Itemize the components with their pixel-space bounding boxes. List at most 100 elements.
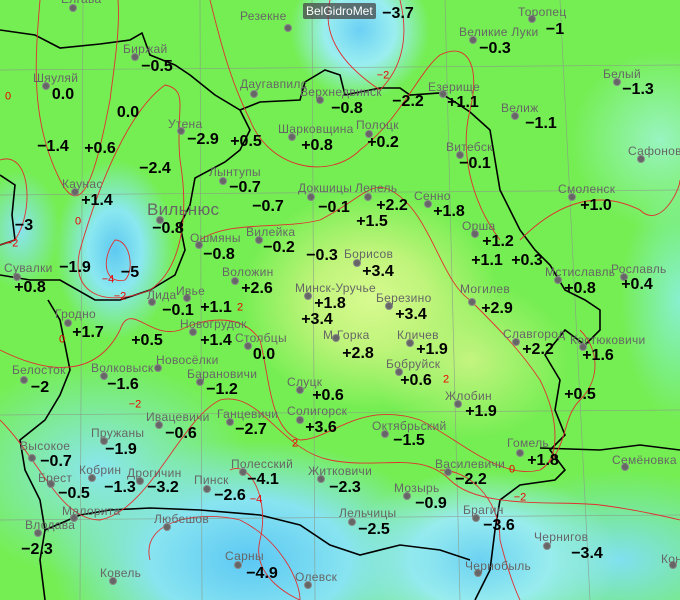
- city-marker: [304, 292, 312, 300]
- city-label: Борисов: [344, 247, 394, 261]
- city-label: Могилев: [460, 282, 511, 296]
- city-label: Житковичи: [308, 464, 373, 478]
- temperature-value: −0.5: [141, 58, 173, 75]
- city-marker: [353, 259, 361, 267]
- city-label: Торопец: [518, 5, 567, 19]
- city-marker: [219, 177, 227, 185]
- temperature-value: −2.3: [329, 479, 361, 496]
- city-label: Сенно: [414, 189, 451, 203]
- city-label: Василевичи: [435, 457, 506, 471]
- city-label: Солигорск: [287, 404, 348, 418]
- city-label: Рославль: [611, 262, 667, 276]
- city-marker: [239, 468, 247, 476]
- city-label: Кобрин: [79, 463, 122, 477]
- temperature-value: +3.6: [305, 419, 337, 436]
- temperature-value: −3.2: [147, 479, 179, 496]
- city-label: Вилейка: [246, 225, 296, 239]
- city-marker: [136, 477, 144, 485]
- temperature-value: +2.9: [481, 300, 513, 317]
- temperature-value: +1.4: [200, 332, 232, 349]
- temperature-value: −2.2: [455, 471, 487, 488]
- city-label: Утена: [168, 117, 203, 131]
- temperature-value: −4.9: [246, 565, 278, 582]
- city-label: Шяуляй: [33, 71, 79, 85]
- city-label: Лида: [147, 288, 177, 302]
- isoline-label: −2: [128, 398, 142, 411]
- city-label: Воложин: [222, 265, 274, 279]
- city-marker: [231, 277, 239, 285]
- city-label: Ивацевичи: [146, 410, 210, 424]
- city-marker: [543, 542, 551, 550]
- city-label: Велиж: [501, 101, 539, 115]
- city-label: Ошмяны: [190, 231, 241, 245]
- city-marker: [395, 368, 403, 376]
- city-marker: [148, 298, 156, 306]
- temperature-value: +3.4: [362, 263, 394, 280]
- temperature-value: −0.9: [415, 495, 447, 512]
- temperature-value: −2.3: [21, 541, 53, 558]
- temperature-value: +0.8: [564, 280, 596, 297]
- city-marker: [381, 430, 389, 438]
- city-label: Гомель: [507, 436, 549, 450]
- city-label: Орша: [462, 219, 496, 233]
- city-label: Докшицы: [298, 181, 353, 195]
- city-label: Чернигов: [534, 530, 589, 544]
- temperature-value: +0.8: [301, 137, 333, 154]
- temperature-value: −2.5: [358, 521, 390, 538]
- city-label: Езерище: [428, 80, 480, 94]
- temperature-value: −0.2: [263, 239, 295, 256]
- city-label: Малорита: [62, 504, 121, 518]
- city-label: Великие Луки: [459, 25, 539, 39]
- temperature-value: −0.8: [331, 100, 363, 117]
- city-marker: [42, 82, 50, 90]
- temperature-value: −0.1: [162, 302, 194, 319]
- temperature-value: 0.0: [116, 104, 140, 121]
- temperature-value: 0.0: [51, 86, 75, 103]
- temperature-value: +2.2: [522, 341, 554, 358]
- city-marker: [250, 90, 258, 98]
- city-label: Лепель: [355, 181, 398, 195]
- isoline-label: −2: [5, 237, 19, 250]
- city-marker: [177, 127, 185, 135]
- city-marker: [316, 96, 324, 104]
- city-marker: [195, 241, 203, 249]
- city-label: Гродно: [55, 307, 97, 321]
- city-label: Сарны: [225, 549, 264, 563]
- temperature-value: +1.8: [433, 203, 465, 220]
- city-label: Барановичи: [187, 367, 258, 381]
- city-label: Чернобыль: [465, 559, 532, 573]
- temperature-value: +2.6: [241, 280, 273, 297]
- city-marker: [34, 529, 42, 537]
- city-marker: [621, 463, 629, 471]
- temperature-value: +2.2: [376, 197, 408, 214]
- temperature-value: −1.9: [59, 259, 91, 276]
- city-marker: [332, 334, 340, 342]
- city-marker: [203, 485, 211, 493]
- isoline-label: 0: [508, 463, 516, 476]
- temperature-value: +0.4: [621, 276, 653, 293]
- temperature-value: +1.1: [447, 94, 479, 111]
- temperature-value: −0.6: [165, 425, 197, 442]
- city-marker: [88, 474, 96, 482]
- city-marker: [296, 416, 304, 424]
- temperature-value: −0.5: [58, 485, 90, 502]
- city-label: Смоленск: [558, 182, 616, 196]
- temperature-value: −0.1: [459, 155, 491, 172]
- city-marker: [471, 230, 479, 238]
- temperature-value: −1.6: [107, 376, 139, 393]
- city-label: Лельчицы: [339, 506, 397, 520]
- isoline-label: −4: [101, 273, 115, 286]
- city-label: Волковыск: [91, 361, 154, 375]
- city-marker: [71, 188, 79, 196]
- city-marker: [511, 112, 519, 120]
- city-marker: [444, 468, 452, 476]
- temperature-value: −1.9: [105, 441, 137, 458]
- city-marker: [456, 151, 464, 159]
- city-marker: [613, 78, 621, 86]
- city-marker: [317, 475, 325, 483]
- temperature-value: −1.4: [37, 138, 69, 155]
- city-marker: [288, 133, 296, 141]
- city-label: Каунас: [62, 177, 103, 191]
